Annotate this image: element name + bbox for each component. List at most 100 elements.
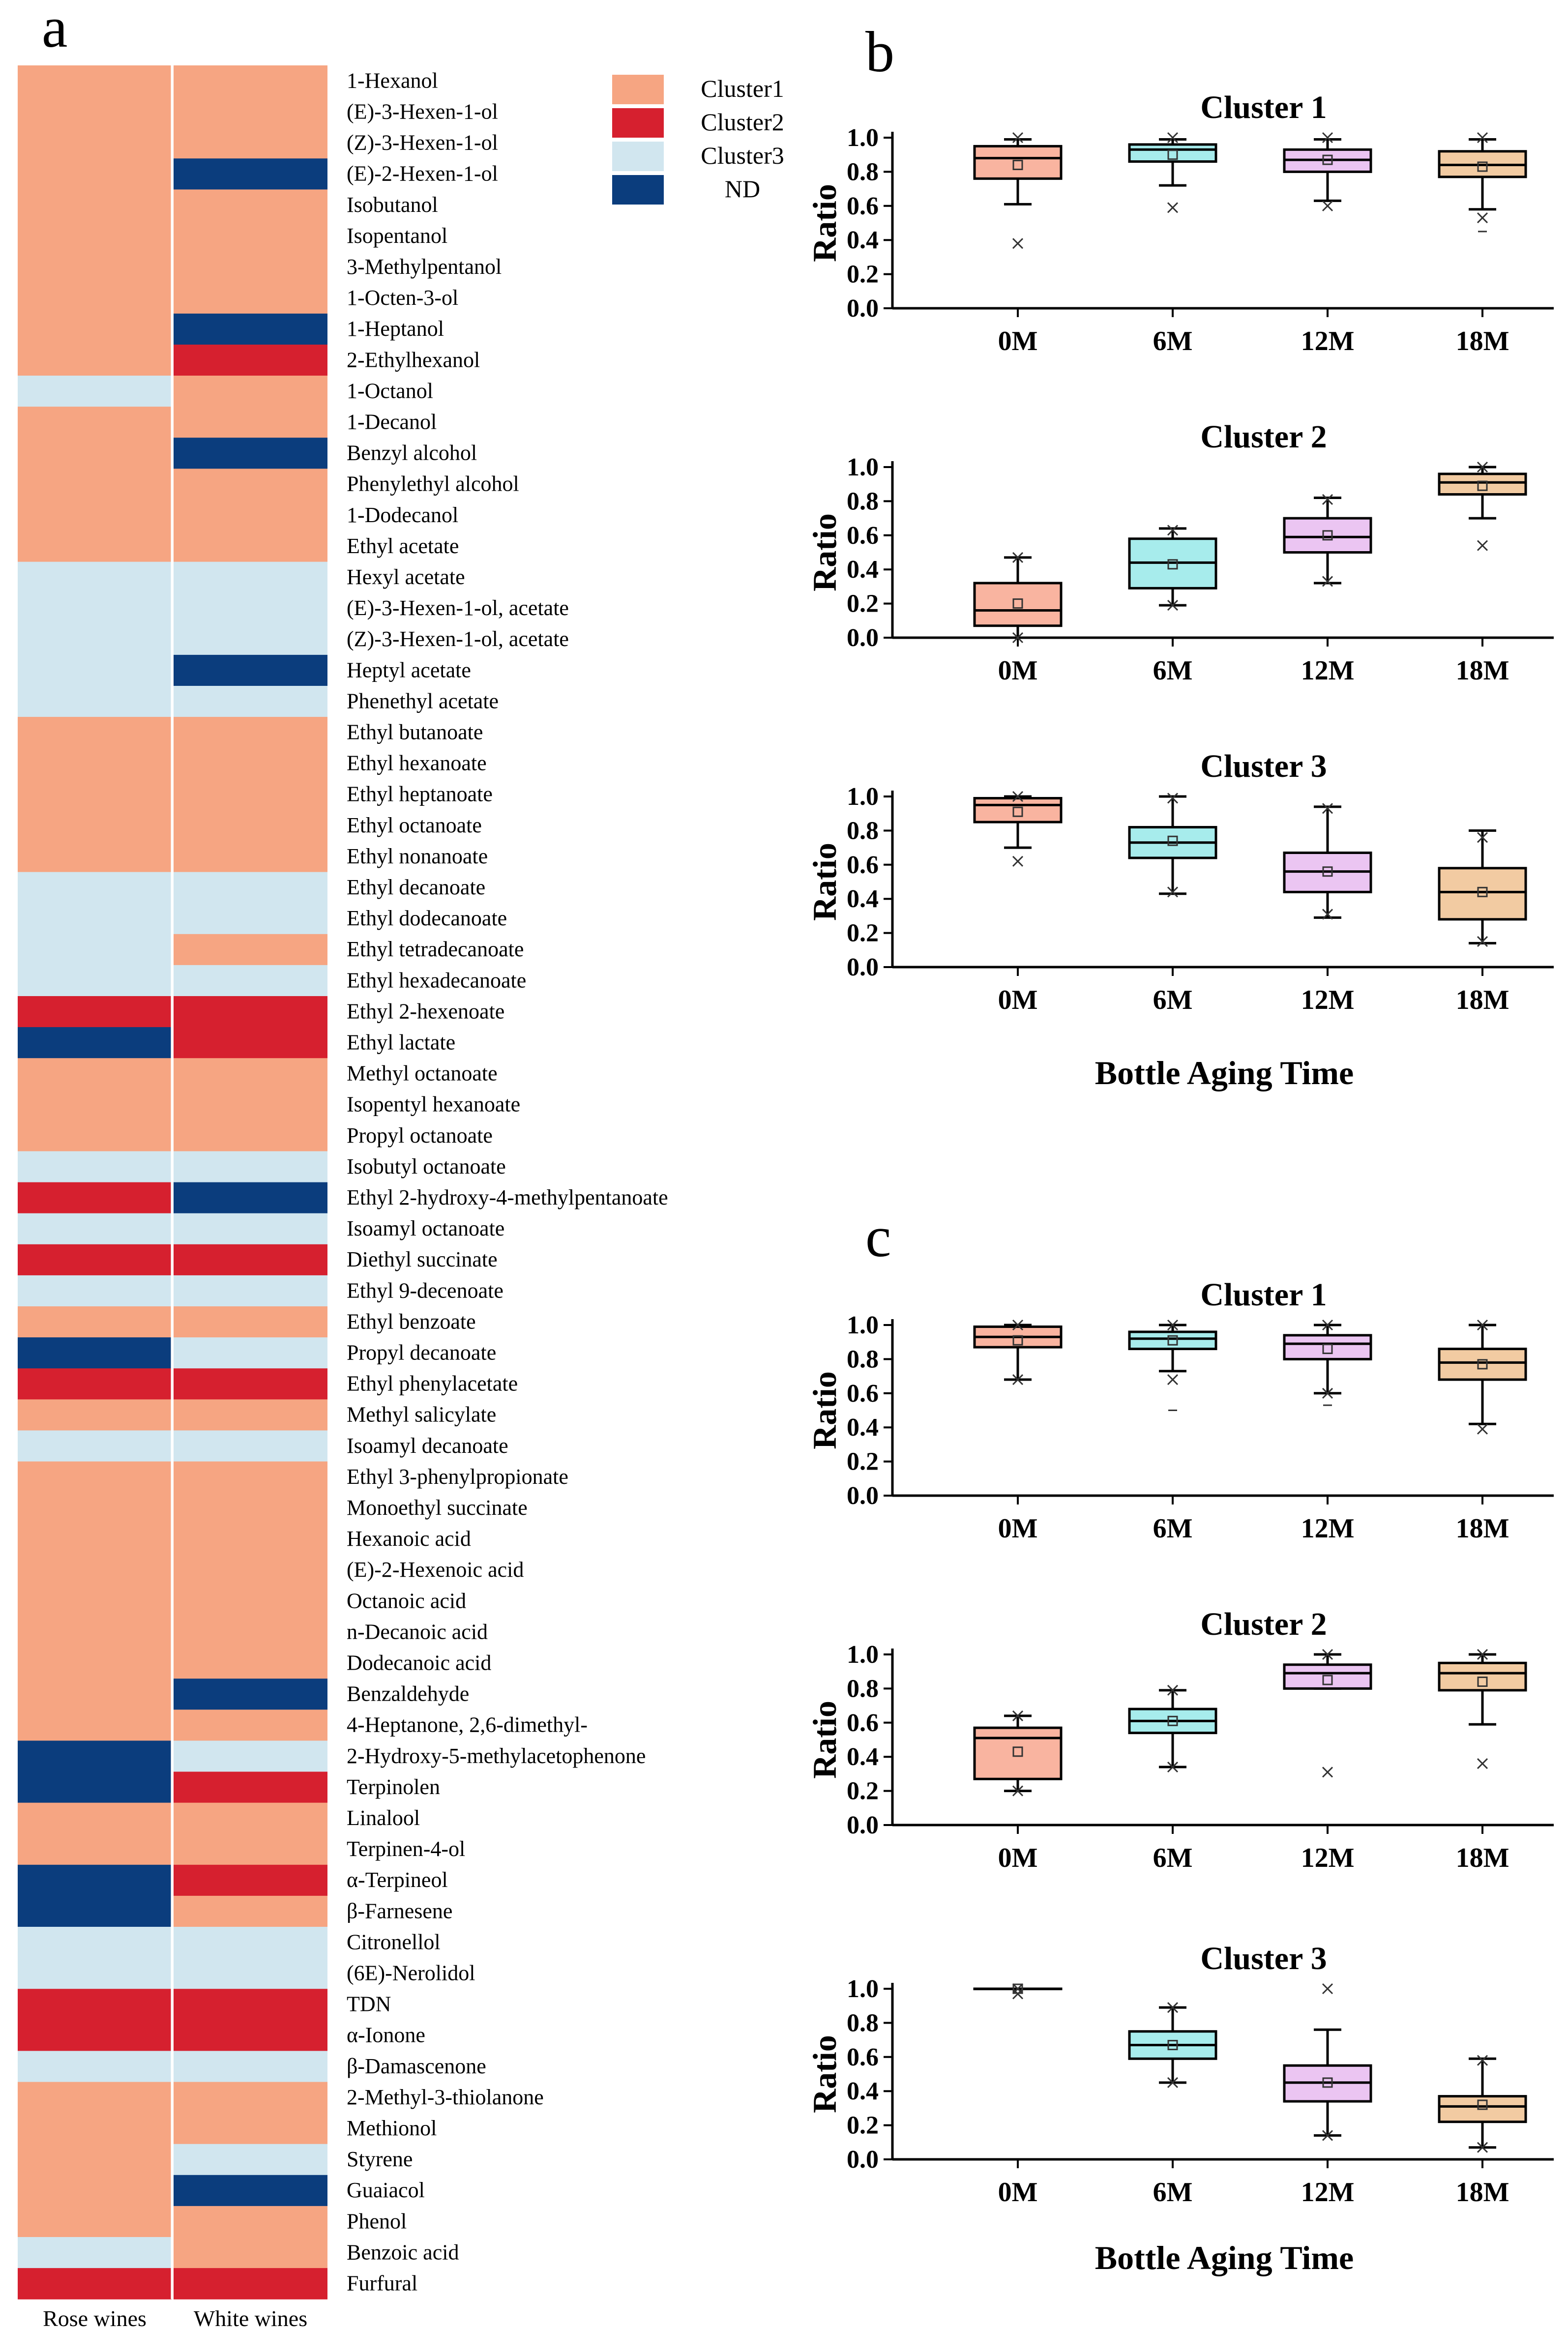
heatmap-row-label: Hexanoic acid [347,1527,471,1551]
heatmap-cell-rose [18,2206,172,2238]
heatmap-row-label: Heptyl acetate [347,658,471,682]
heatmap-row-label: Guaiacol [347,2178,425,2202]
heatmap-cell-rose [18,2237,172,2269]
heatmap-cell-rose [18,530,172,562]
max-marker [1012,1983,1024,1995]
heatmap-cell-white [174,1679,327,1710]
heatmap-cell-rose [18,1027,172,1059]
heatmap-cell-white [174,1306,327,1338]
y-axis-title: Ratio [806,184,843,262]
y-tick-label: 0.0 [847,1482,879,1510]
y-tick-label: 0.6 [847,522,879,550]
heatmap-row-label: Ethyl phenylacetate [347,1372,518,1396]
heatmap-row-label: Diethyl succinate [347,1247,498,1271]
y-tick-label: 1.0 [847,453,879,481]
heatmap-row-label: (E)-2-Hexenoic acid [347,1558,524,1582]
heatmap-row-label: Isoamyl octanoate [347,1216,504,1240]
legend-label-c1: Cluster1 [701,75,784,102]
y-tick-label: 0.0 [847,295,879,323]
y-tick-label: 0.0 [847,953,879,981]
heatmap-cell-rose [18,1523,172,1555]
heatmap-cell-white [174,934,327,966]
heatmap-cell-white [174,1027,327,1059]
heatmap-row-label: Terpinen-4-ol [347,1837,465,1861]
y-axis-title: Ratio [806,513,843,591]
heatmap-cell-white [174,1740,327,1772]
box-18m [1438,829,1527,947]
min-marker [1477,540,1488,551]
heatmap-cell-white [174,2206,327,2238]
box-6m [1128,1684,1217,1773]
y-tick-label: 0.4 [847,885,879,913]
min-marker [1167,2077,1179,2088]
heatmap-cell-rose [18,1182,172,1214]
heatmap-row-label: Terpinolen [347,1775,440,1799]
heatmap-cell-white [174,1182,327,1214]
heatmap-cell-white [174,344,327,376]
heatmap-cell-rose [18,1554,172,1586]
mean-marker [1477,480,1488,491]
box-18m [1438,2055,1527,2153]
heatmap-row-label: 1-Decanol [347,410,437,434]
legend-swatch-c1 [612,75,664,104]
box-12m [1283,1983,1372,2141]
max-marker [1322,132,1333,144]
mean-marker [1322,2077,1333,2088]
legend: Cluster1 Cluster2 Cluster3 ND [612,75,784,205]
x-tick-label: 6M [1153,1513,1193,1544]
heatmap-cell-white [174,127,327,159]
heatmap-cell-white [174,810,327,842]
box-6m [1128,132,1217,213]
y-tick-label: 1.0 [847,783,879,811]
heatmap-row-label: Furfural [347,2271,417,2296]
heatmap-cell-rose [18,1585,172,1617]
heatmap-cell-rose [18,1679,172,1710]
y-tick-label: 0.0 [847,2146,879,2174]
heatmap-cell-rose [18,810,172,842]
heatmap-cell-white [174,158,327,190]
mean-marker [1012,1335,1023,1346]
min-marker [1012,1374,1024,1385]
y-tick-label: 0.4 [847,226,879,254]
box-6m [1128,1319,1217,1411]
heatmap-cell-rose [18,2113,172,2145]
x-tick-label: 12M [1301,1843,1355,1873]
min-marker [1477,2142,1488,2153]
heatmap-cell-white [174,872,327,904]
plot-title: Cluster 2 [1200,419,1327,455]
max-marker [1477,2055,1488,2066]
heatmap-cell-rose [18,1492,172,1524]
mean-marker [1477,886,1488,897]
y-tick-label: 0.4 [847,2077,879,2105]
mean-marker [1167,559,1178,570]
mean-marker [1167,1715,1178,1726]
y-tick-label: 0.0 [847,1811,879,1839]
box-plot-b-cluster-1: Cluster 1 Ratio 0.0 0.2 0.4 0.6 0.8 1.0 0M 6M 12M 1… [806,89,1554,356]
x-tick-label: 6M [1153,2177,1193,2208]
max-marker [1012,1710,1024,1721]
y-tick-label: 0.8 [847,817,879,845]
plot-title: Cluster 3 [1200,748,1327,784]
heatmap-cell-white [174,1058,327,1090]
heatmap-row-label: Octanoic acid [347,1589,466,1613]
x-tick-label: 0M [998,655,1038,686]
heatmap-cell-white [174,313,327,345]
heatmap-cell-rose [18,2268,172,2299]
heatmap-row-label: Ethyl octanoate [347,813,482,837]
max-marker [1477,461,1488,473]
heatmap-row-label: 1-Dodecanol [347,503,458,527]
legend-swatch-nd [612,175,664,205]
mean-marker [1322,1344,1333,1355]
heatmap-cell-rose [18,469,172,500]
heatmap-cell-white [174,189,327,221]
heatmap-cell-rose [18,1337,172,1369]
heatmap-cell-rose [18,2051,172,2083]
heatmap-column-labels: Rose wines White wines [43,2306,307,2328]
plot-title: Cluster 3 [1200,1941,1327,1976]
heatmap-row-label: 1-Hexanol [347,68,438,92]
min-marker [1477,1423,1488,1435]
x-tick-label: 0M [998,1843,1038,1873]
heatmap-cell-white [174,282,327,314]
heatmap-cell-rose [18,1368,172,1400]
